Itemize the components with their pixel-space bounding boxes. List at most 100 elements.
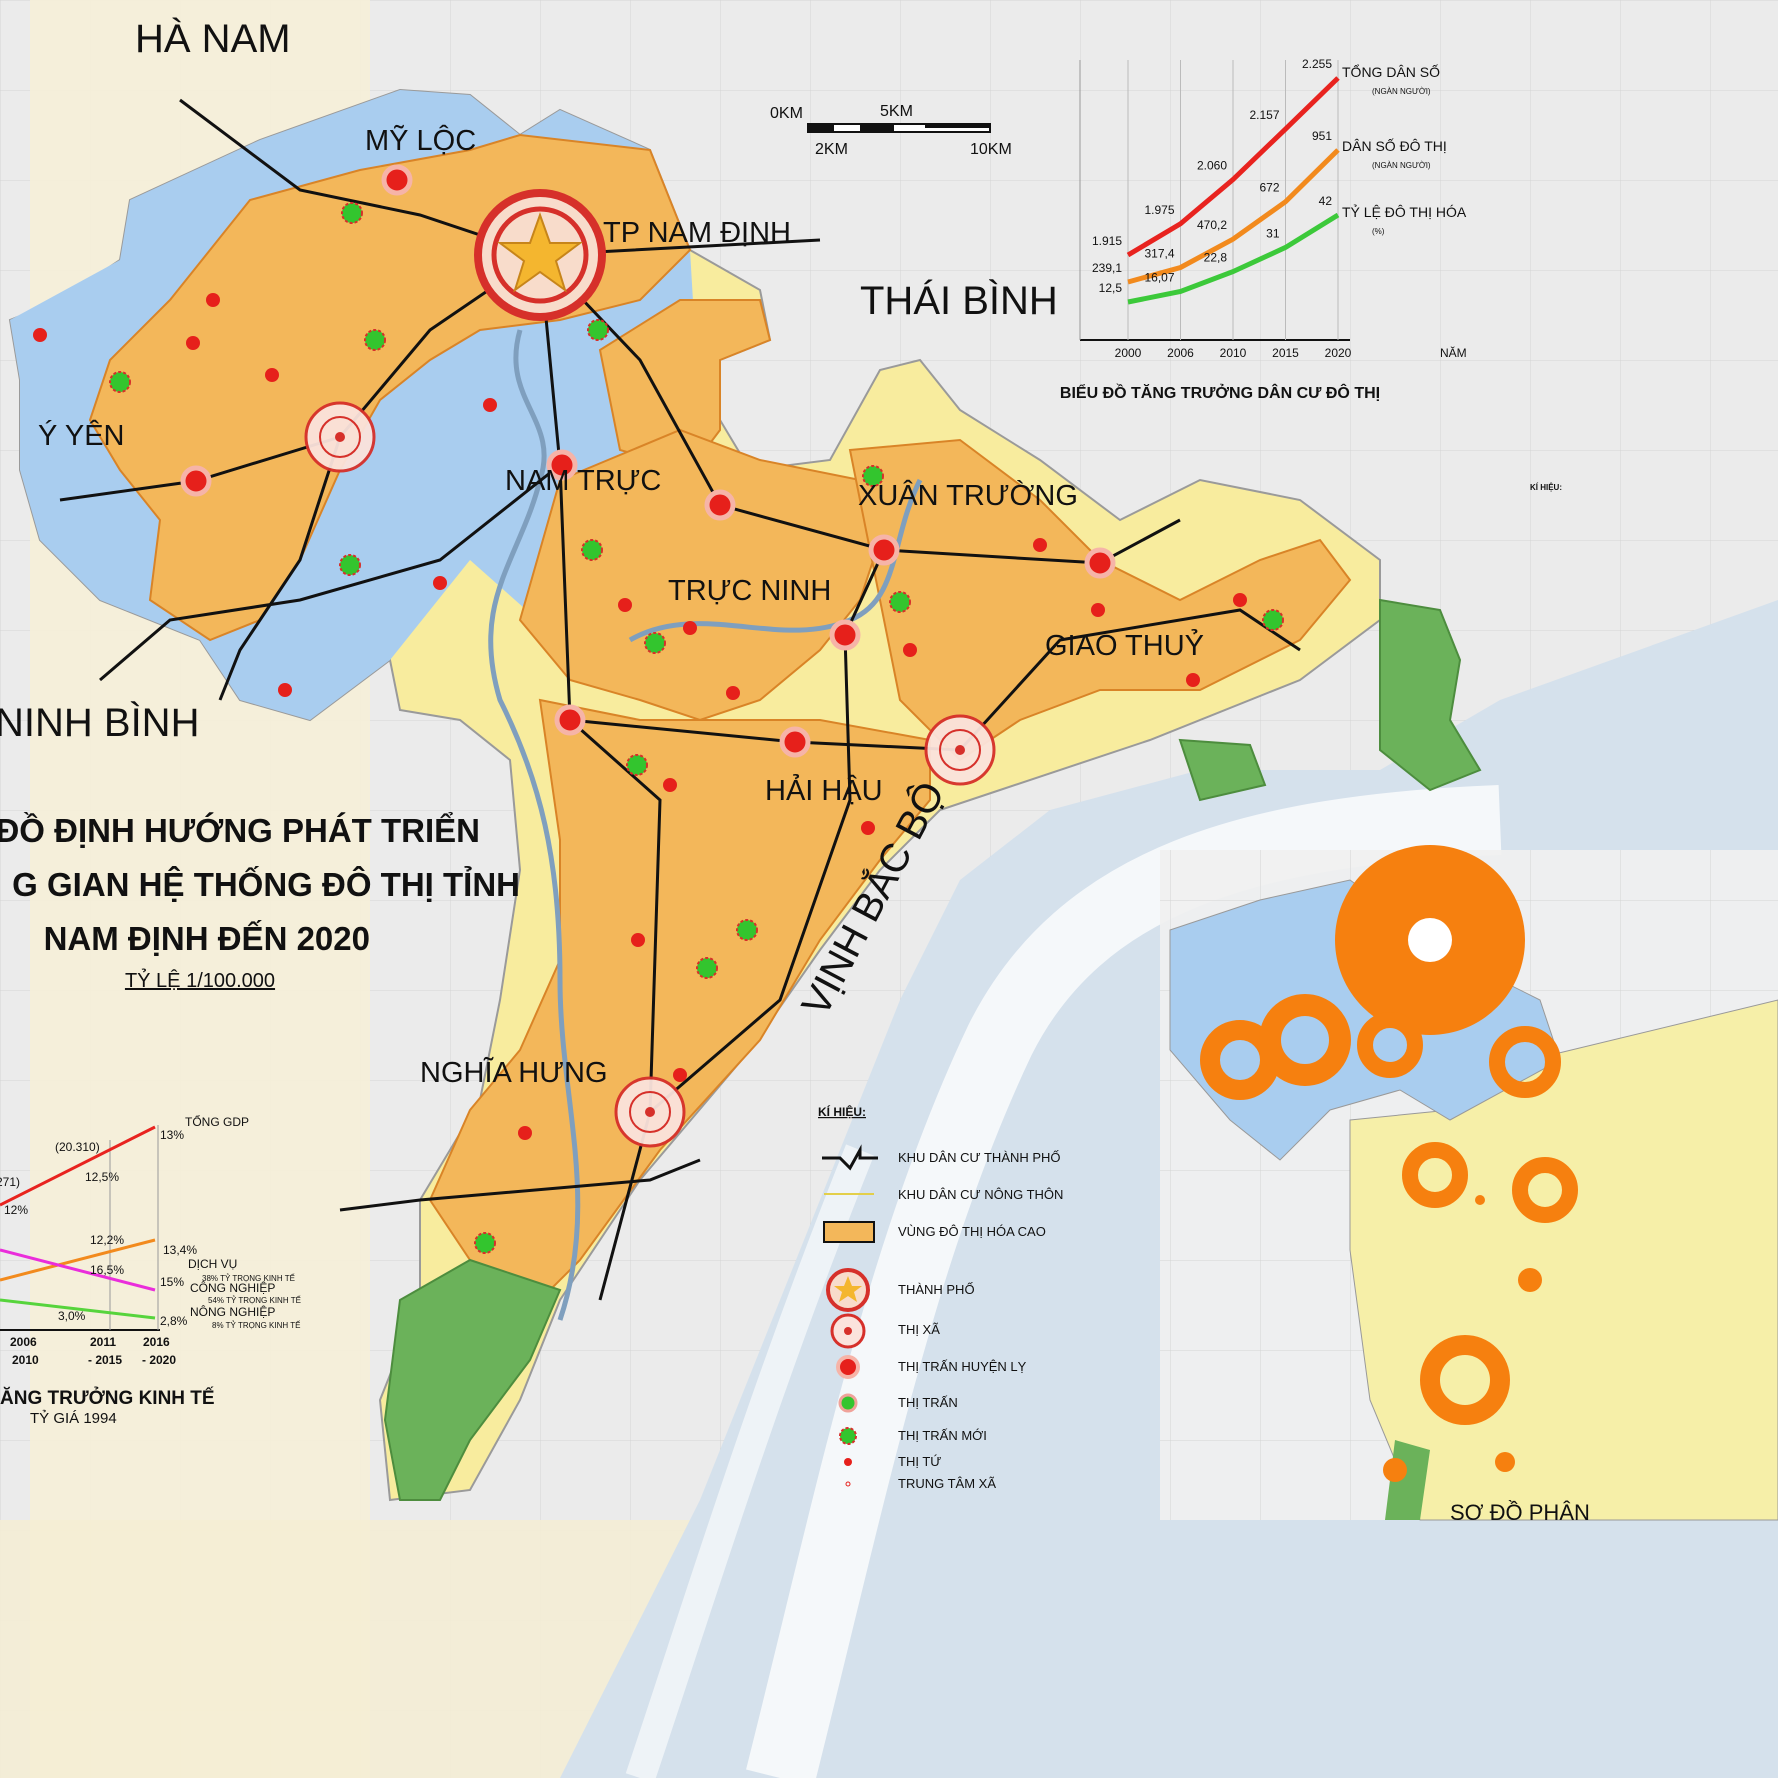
legend-symbol	[845, 1481, 851, 1487]
pop-value-label: 317,4	[1144, 246, 1174, 260]
town-marker	[955, 745, 965, 755]
inset-ring	[1259, 994, 1351, 1086]
town-marker	[645, 1107, 655, 1117]
scale-bar: 0KM 5KM 2KM 10KM	[770, 103, 1012, 158]
commune-town-marker	[1033, 538, 1047, 552]
road	[179, 98, 821, 257]
period-label: 2016	[143, 1335, 170, 1349]
series-name: TỔNG GDP	[185, 1114, 249, 1129]
road	[649, 549, 886, 1114]
inset-title: SƠ ĐỒ PHÂN	[1450, 1500, 1590, 1525]
economy-title: ĂNG TRƯỞNG KINH TẾ	[0, 1387, 215, 1409]
title-line: ĐỒ ĐỊNH HƯỚNG PHÁT TRIỂN	[0, 812, 480, 849]
township-marker	[339, 554, 361, 576]
inset-ring	[1420, 1335, 1510, 1425]
pop-value-label: 31	[1266, 226, 1280, 240]
pop-line	[1127, 148, 1340, 285]
town-marker	[319, 416, 361, 458]
region-label: NINH BÌNH	[0, 700, 199, 745]
city-star	[497, 212, 583, 293]
district-label: XUÂN TRƯỜNG	[858, 479, 1078, 512]
economy-subtitle: TỶ GIÁ 1994	[30, 1410, 117, 1427]
pop-value-label: 239,1	[1092, 261, 1122, 275]
industry-line	[0, 1248, 156, 1292]
period-label: 2011	[90, 1335, 116, 1349]
commune-town-marker	[265, 368, 279, 382]
commune-town-marker	[683, 621, 697, 635]
commune-town-marker	[278, 683, 292, 697]
pop-value-label: 951	[1312, 129, 1332, 143]
district-town-marker	[704, 489, 736, 521]
commune-town-marker	[483, 398, 497, 412]
green-area	[1379, 598, 1482, 792]
population-chart: 2000 2006 2010 2015 2020 NĂM BIỂU ĐỒ TĂNG TRƯỞ…	[1060, 57, 1467, 402]
scale-label: 2KM	[815, 141, 848, 158]
road	[569, 608, 1301, 752]
series-label: 13,4%	[163, 1243, 197, 1257]
legend-label: THỊ XÃ	[898, 1322, 940, 1337]
legend-symbol	[823, 1221, 875, 1243]
pop-title: BIỂU ĐỒ TĂNG TRƯỞNG DÂN CƯ ĐÔ THỊ	[1060, 383, 1380, 402]
green-area	[383, 1258, 562, 1501]
district-town-marker	[868, 534, 900, 566]
township-marker	[644, 632, 666, 654]
pop-series-name: DÂN SỐ ĐÔ THỊ	[1342, 137, 1447, 154]
legend-symbol	[836, 1355, 860, 1379]
district-town-marker	[779, 726, 811, 758]
commune-town-marker	[903, 643, 917, 657]
inset-legend-title: KÍ HIỆU:	[1530, 483, 1562, 492]
scale-label: 5KM	[880, 103, 913, 120]
legend: KÍ HIỆU: KHU DÂN CƯ THÀNH PHỐ KHU DÂN CƯ …	[818, 1104, 1063, 1491]
legend-label: KHU DÂN CƯ NÔNG THÔN	[898, 1187, 1063, 1202]
district-label: Ý YÊN	[38, 419, 125, 452]
pop-value-label: 16,07	[1144, 270, 1174, 284]
inset-blue	[1169, 879, 1561, 1161]
legend-symbol	[838, 1393, 858, 1413]
legend-label: THỊ TỨ	[898, 1454, 941, 1469]
district-town-marker	[1084, 547, 1116, 579]
commune-town-marker	[663, 778, 677, 792]
pop-series-unit: (%)	[1372, 227, 1385, 236]
series-label: (271)	[0, 1175, 20, 1189]
series-name: DỊCH VỤ	[188, 1257, 237, 1271]
pop-value-label: 22,8	[1204, 251, 1228, 265]
urban-zone	[428, 698, 931, 1322]
inset-rings	[1200, 994, 1578, 1425]
legend-symbol	[822, 1144, 878, 1171]
title-line: G GIAN HỆ THỐNG ĐÔ THỊ TỈNH	[12, 865, 520, 903]
district-town-marker	[554, 704, 586, 736]
period-label: 2006	[10, 1335, 37, 1349]
series-label: 3,0%	[58, 1309, 86, 1323]
title-line: NAM ĐỊNH ĐẾN 2020	[44, 920, 370, 957]
road	[339, 1158, 701, 1212]
pop-value-label: 42	[1319, 194, 1333, 208]
commune-town-marker	[206, 293, 220, 307]
inset-circle-hole	[1408, 918, 1452, 962]
commune-town-marker	[673, 1068, 687, 1082]
town-marker	[939, 729, 981, 771]
legend-label: THỊ TRẤN HUYỆN LỴ	[898, 1359, 1027, 1374]
district-town-marker	[546, 449, 578, 481]
township-marker	[474, 1232, 496, 1254]
district-label: TRỰC NINH	[668, 575, 831, 607]
pop-value-label: 672	[1259, 181, 1279, 195]
district-label: HẢI HẬU	[765, 773, 883, 807]
series-label: 13%	[160, 1128, 184, 1142]
series-label: 12,5%	[85, 1170, 119, 1184]
title-scale: TỶ LỆ 1/100.000	[125, 969, 275, 992]
legend-label: THỊ TRẤN MỚI	[898, 1428, 987, 1443]
pop-line	[1127, 212, 1340, 305]
services-line	[0, 1238, 156, 1282]
township-marker	[364, 329, 386, 351]
town-marker	[335, 432, 345, 442]
pop-x-label: 2000	[1115, 346, 1142, 360]
pop-value-label: 1.975	[1144, 203, 1174, 217]
district-town-marker	[381, 164, 413, 196]
series-label: (20.310)	[55, 1140, 100, 1154]
series-label: 15%	[160, 1275, 184, 1289]
agriculture-line	[0, 1298, 156, 1320]
period-label: 2010	[12, 1353, 39, 1367]
